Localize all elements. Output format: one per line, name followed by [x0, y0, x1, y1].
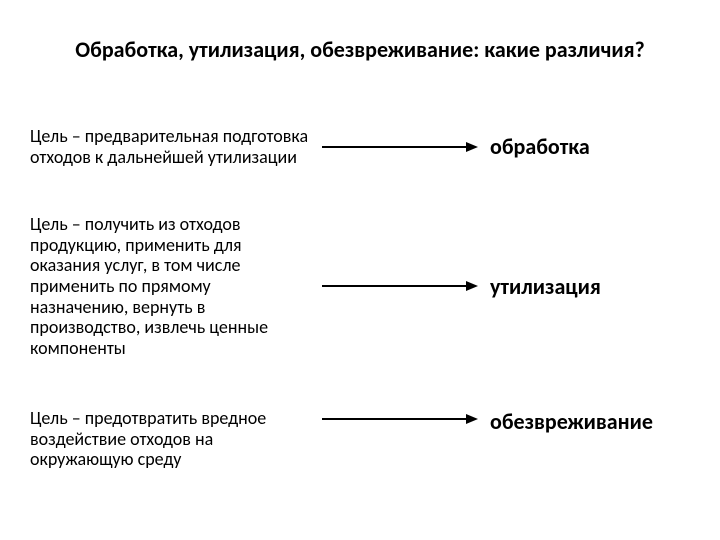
- arrow-obrabotka: [310, 140, 490, 154]
- arrow-icon: [320, 412, 480, 426]
- arrow-icon: [320, 140, 480, 154]
- row-obezvrezhivanie: Цель – предотвратить вредное воздействие…: [30, 408, 690, 470]
- desc-obezvrezhivanie: Цель – предотвратить вредное воздействие…: [30, 408, 310, 470]
- label-obezvrezhivanie: обезвреживание: [490, 408, 690, 435]
- row-utilizaciya: Цель – получить из отходов продукцию, пр…: [30, 214, 690, 359]
- page-title: Обработка, утилизация, обезвреживание: к…: [0, 36, 720, 63]
- arrow-icon: [320, 279, 480, 293]
- arrow-obezvrezhivanie: [310, 408, 490, 430]
- desc-utilizaciya: Цель – получить из отходов продукцию, пр…: [30, 214, 310, 359]
- arrow-utilizaciya: [310, 279, 490, 293]
- row-obrabotka: Цель – предварительная подготовка отходо…: [30, 126, 690, 167]
- label-obrabotka: обработка: [490, 133, 690, 160]
- desc-obrabotka: Цель – предварительная подготовка отходо…: [30, 126, 310, 167]
- label-utilizaciya: утилизация: [490, 273, 690, 300]
